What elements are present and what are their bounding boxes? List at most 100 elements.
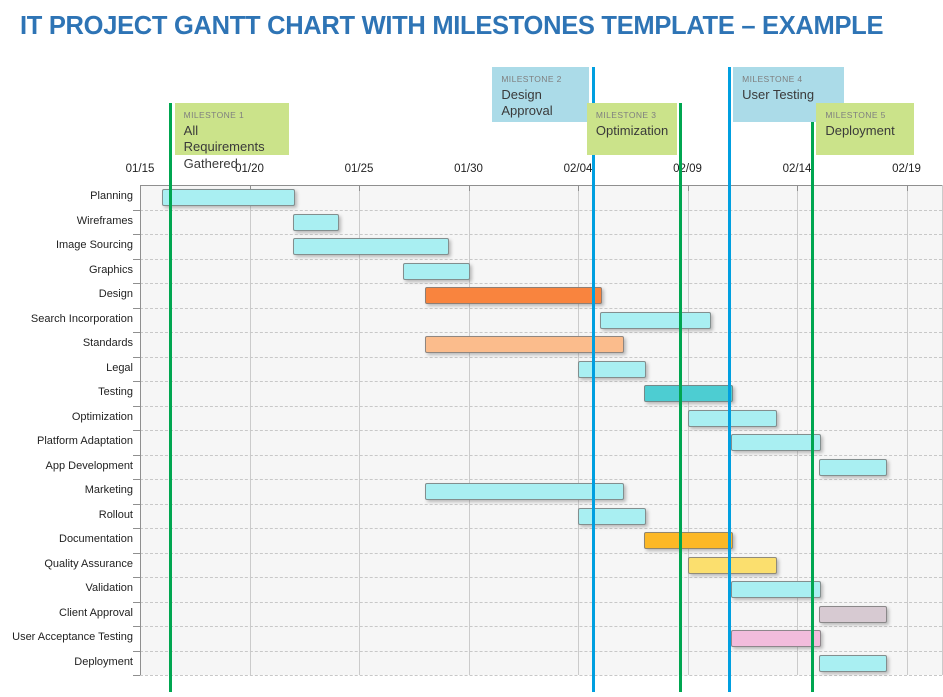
gantt-bar-quality-assurance[interactable] [687,556,778,574]
task-label-standards: Standards [82,337,133,349]
milestone-title: User Testing [742,87,815,102]
y-axis-tick [133,234,140,235]
task-label-planning: Planning [90,190,133,202]
milestone-line-deployment [810,103,814,692]
milestone-title: Optimization [595,123,669,138]
gantt-bar-optimization[interactable] [687,409,778,427]
gantt-bar-graphics[interactable] [402,262,471,280]
gantt-bar-client-approval[interactable] [818,605,887,623]
horizontal-gridline [140,209,942,211]
gantt-bar-search-incorporation[interactable] [599,311,712,329]
y-axis-tick [133,430,140,431]
y-axis-tick [133,552,140,554]
x-axis-tick-label: 01/20 [235,163,264,175]
y-axis-tick [133,209,140,211]
horizontal-gridline [140,405,942,407]
y-axis-tick [133,675,140,676]
y-axis-tick [133,258,140,260]
milestone-line-user-testing [727,67,731,692]
gantt-bar-platform-adaptation[interactable] [731,434,821,451]
milestone-number-label: MILESTONE 3 [595,110,657,120]
gantt-bar-image-sourcing[interactable] [293,238,449,255]
gantt-bar-legal[interactable] [578,360,646,378]
y-axis-tick [133,577,140,578]
x-axis-line [140,185,942,186]
milestone-callout-design-approval: MILESTONE 2 Design Approval [492,67,590,122]
gantt-bar-app-development[interactable] [818,458,887,476]
gantt-bar-standards[interactable] [424,336,624,353]
milestone-callout-all-requirements-gathered: MILESTONE 1 All Requirements Gathered [174,103,289,171]
task-label-marketing: Marketing [84,484,133,496]
y-axis-tick [133,479,140,480]
horizontal-gridline [140,479,942,480]
y-axis-tick [133,356,140,358]
milestone-title: Design Approval [501,87,553,119]
horizontal-gridline [140,577,942,578]
gantt-bar-planning[interactable] [161,189,296,206]
horizontal-gridline [140,552,942,554]
task-label-graphics: Graphics [88,263,133,276]
task-label-client-approval: Client Approval [59,606,133,619]
task-label-documentation: Documentation [59,533,133,545]
x-axis-tick [468,185,470,191]
task-label-user-acceptance-testing: User Acceptance Testing [12,631,133,643]
horizontal-gridline [140,454,942,456]
gantt-bar-rollout[interactable] [578,507,646,525]
x-axis-tick [359,185,360,191]
horizontal-gridline [140,675,942,676]
y-axis-tick [133,283,140,284]
gantt-bar-documentation[interactable] [643,532,734,549]
x-axis-tick [249,185,251,191]
gantt-bar-design[interactable] [424,287,602,304]
gantt-bar-validation[interactable] [731,581,821,598]
y-axis-tick [133,650,140,652]
x-axis-tick-label: 01/30 [454,163,483,175]
milestone-number-label: MILESTONE 4 [742,74,803,84]
page-title: IT PROJECT GANTT CHART WITH MILESTONES T… [20,12,884,40]
task-label-validation: Validation [85,582,134,594]
y-axis-line [140,185,141,675]
task-label-legal: Legal [106,361,133,374]
milestone-number-label: MILESTONE 1 [183,110,245,120]
milestone-title: All Requirements Gathered [183,123,265,171]
task-label-optimization: Optimization [71,410,133,423]
horizontal-gridline [140,430,942,431]
horizontal-gridline [140,234,942,235]
task-label-deployment: Deployment [74,655,133,668]
y-axis-tick [133,405,140,407]
x-axis-tick-label: 01/15 [125,163,155,175]
gantt-bar-marketing[interactable] [424,483,624,500]
x-axis-tick [687,185,689,191]
gantt-bar-deployment[interactable] [818,654,887,672]
horizontal-gridline [140,528,942,529]
y-axis-tick [133,528,140,529]
x-axis-tick-label: 02/09 [673,163,702,175]
horizontal-gridline [140,332,942,333]
horizontal-gridline [140,626,942,627]
y-axis-tick [133,626,140,627]
milestone-line-optimization [679,103,683,692]
horizontal-gridline [140,356,942,358]
milestone-title: Deployment [825,123,895,138]
x-axis-tick-label: 02/19 [892,163,921,175]
task-label-app-development: App Development [45,459,133,472]
y-axis-tick [133,332,140,333]
task-label-image-sourcing: Image Sourcing [55,239,133,251]
gantt-bar-wireframes[interactable] [293,213,340,231]
horizontal-gridline [140,381,942,382]
horizontal-gridline [140,601,942,603]
x-axis-tick [906,185,908,191]
gantt-bar-testing[interactable] [643,385,734,402]
gantt-bar-user-acceptance-testing[interactable] [731,630,821,647]
y-axis-tick [133,307,140,309]
x-axis-tick-label: 01/25 [344,163,374,175]
horizontal-gridline [140,503,942,505]
y-axis-tick [133,503,140,505]
x-axis-tick-label: 02/14 [782,163,812,175]
milestone-number-label: MILESTONE 5 [825,110,886,120]
task-label-testing: Testing [98,386,133,398]
x-axis-tick [578,185,579,191]
y-axis-tick [133,381,140,382]
task-label-wireframes: Wireframes [76,214,133,227]
milestone-callout-optimization: MILESTONE 3 Optimization [586,103,677,155]
